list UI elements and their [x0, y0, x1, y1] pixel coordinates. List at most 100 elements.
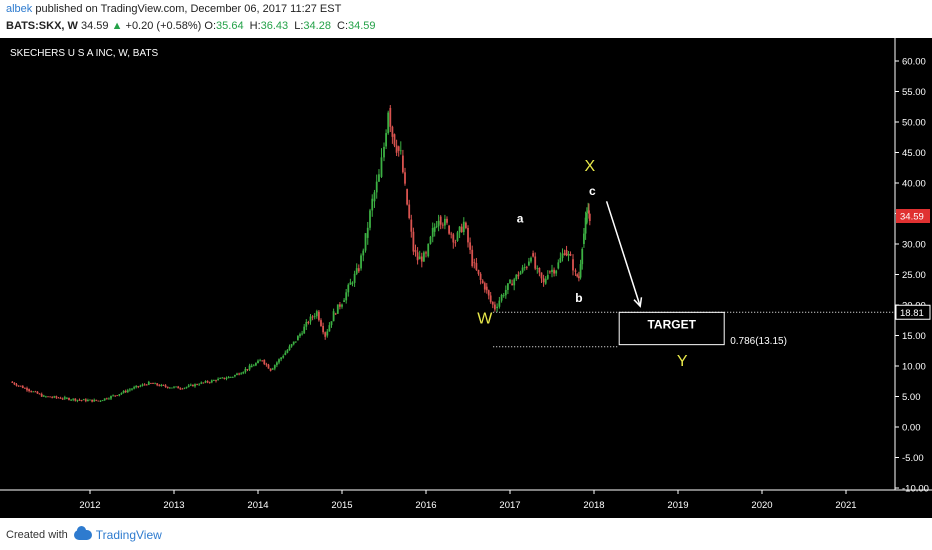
price-bar-body [509, 279, 511, 284]
price-bar-body [114, 395, 117, 397]
price-bar-body [286, 350, 289, 353]
price-bar-body [124, 390, 127, 393]
price-bar-body [511, 283, 513, 286]
price-bar-body [70, 399, 72, 401]
y-tick-label: 5.00 [902, 392, 921, 403]
price-bar-body [135, 386, 138, 388]
author-link[interactable]: albek [6, 3, 33, 15]
price-bar-body [257, 360, 259, 364]
chart-title: SKECHERS U S A INC, W, BATS [10, 48, 159, 59]
price-bar-body [87, 399, 89, 402]
price-bar-body [74, 398, 77, 401]
price-bar-body [61, 398, 64, 400]
price-bar-body [137, 386, 140, 387]
price-bar-body [221, 377, 224, 379]
level-price-tag-label: 18.81 [900, 308, 924, 319]
x-tick-label: 2012 [79, 500, 100, 511]
header-bar: albek published on TradingView.com, Dece… [0, 0, 932, 38]
y-tick-label: 30.00 [902, 240, 926, 251]
price-bar-body [59, 397, 62, 399]
price-bar-body [84, 399, 87, 402]
price-bar-body [458, 226, 461, 233]
price-bar-body [366, 227, 369, 238]
price-bar-body [431, 228, 434, 237]
price-bar-body [332, 311, 335, 322]
price-bar-body [549, 271, 551, 273]
price-bar-body [261, 360, 264, 362]
wave-label-b: b [575, 291, 582, 305]
price-bar-body [355, 268, 358, 274]
price-bar-body [292, 341, 295, 345]
tradingview-logo[interactable]: TradingView [73, 526, 162, 542]
price-bar-body [588, 213, 591, 221]
price-bar-body [389, 107, 392, 127]
price-bar-body [105, 398, 108, 400]
price-bar-body [544, 278, 547, 284]
price-bar-body [567, 253, 570, 256]
price-bar-body [301, 333, 303, 335]
price-bar-body [408, 204, 411, 219]
price-bar-body [229, 376, 232, 378]
price-bar-body [418, 256, 421, 260]
price-bar-body [236, 373, 238, 376]
close-label: C: [337, 20, 349, 32]
price-bar-body [351, 282, 354, 284]
price-bar-body [309, 316, 312, 322]
price-bar-body [246, 368, 249, 370]
price-bar-body [282, 356, 285, 358]
price-bar-body [175, 386, 177, 388]
price-bar-body [498, 300, 501, 307]
price-bar-body [577, 276, 580, 279]
price-bar-body [139, 385, 142, 387]
x-tick-label: 2020 [751, 500, 772, 511]
price-bar-body [166, 386, 169, 388]
price-bar-body [485, 286, 488, 291]
price-bar-body [557, 262, 560, 269]
price-bar-body [313, 316, 316, 318]
x-tick-label: 2019 [667, 500, 688, 511]
price-bar-body [143, 384, 146, 386]
y-axis[interactable]: 60.0055.0050.0045.0040.0035.0030.0025.00… [895, 57, 931, 495]
price-bar-body [215, 380, 217, 382]
level-price-tag [895, 304, 931, 320]
price-bar-body [198, 384, 201, 386]
wave-label-Y: Y [677, 353, 688, 370]
price-bar-body [504, 289, 507, 296]
price-bar-body [385, 133, 387, 147]
price-bar-body [13, 382, 16, 385]
x-axis[interactable]: 2012 2013 2014 2015 2016 2017 2018 2019 2020 2021 [79, 490, 857, 511]
price-bar-body [38, 393, 41, 395]
price-series [11, 105, 591, 403]
price-bar-body [581, 248, 584, 265]
price-bar-body [28, 389, 30, 392]
price-bar-body [341, 304, 343, 307]
chart-area[interactable]: SKECHERS U S A INC, W, BATS TARGET 0.786(… [0, 38, 932, 518]
target-label: TARGET [647, 317, 696, 331]
price-bar-body [542, 278, 545, 283]
price-bar-body [318, 311, 320, 321]
price-bar-body [326, 331, 329, 336]
price-bar-body [196, 384, 198, 386]
price-bar-body [572, 259, 574, 271]
price-chart[interactable]: SKECHERS U S A INC, W, BATS TARGET 0.786(… [0, 38, 932, 518]
price-bar-body [536, 267, 539, 269]
price-bar-body [154, 383, 156, 385]
price-bar-body [479, 273, 482, 280]
price-bar-body [255, 363, 257, 366]
price-bar-body [465, 222, 467, 228]
price-bar-body [555, 270, 558, 274]
price-bar-body [183, 387, 186, 389]
price-bar-body [185, 386, 188, 388]
price-bar-body [500, 294, 503, 301]
price-bar-body [450, 233, 453, 235]
y-tick-label: 45.00 [902, 148, 926, 159]
price-bar-body [217, 378, 219, 381]
x-tick-label: 2016 [415, 500, 436, 511]
price-bar-body [456, 232, 459, 241]
published-text: published on TradingView.com, December 0… [35, 3, 342, 15]
high-label: H: [249, 20, 261, 32]
price-bar-body [259, 360, 261, 362]
price-bar-body [200, 382, 203, 384]
price-bar-body [576, 274, 579, 277]
price-bar-body [26, 388, 28, 391]
